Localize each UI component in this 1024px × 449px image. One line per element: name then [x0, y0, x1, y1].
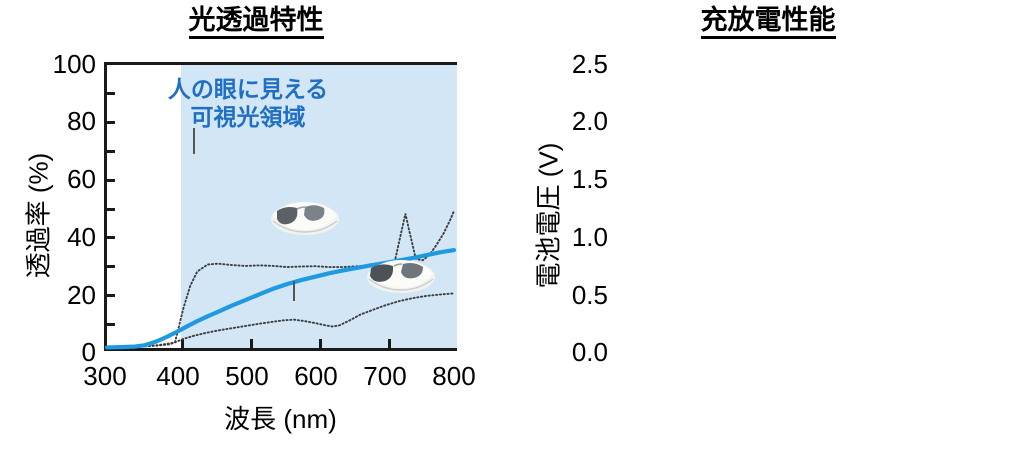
y-axis-label-0-5: 0.5: [571, 280, 608, 310]
x-tick-400: [181, 339, 184, 348]
lower-icon-leader-line: [293, 281, 295, 301]
visible-band-annotation: 人の眼に見える 可視光領域: [123, 75, 373, 131]
y-axis-label-1-5: 1.5: [571, 164, 608, 194]
x-axis-label-600: 600: [294, 361, 338, 391]
y-minor-tick: [106, 208, 115, 211]
x-tick-500: [250, 339, 253, 348]
y-axis-label-0: 0: [81, 337, 96, 367]
sunglasses-icon: [271, 202, 339, 235]
x-tick-700: [388, 339, 391, 348]
y-axis-title: 電池電圧 (V): [533, 142, 564, 289]
y-minor-tick: [106, 265, 115, 268]
upper-icon-leader-line: [193, 128, 195, 154]
x-axis-title: 波長 (nm): [224, 404, 337, 434]
y-minor-tick: [106, 150, 115, 153]
y-axis-label-60: 60: [67, 164, 96, 194]
y-axis-label-80: 80: [67, 106, 96, 136]
transmittance-plot-area: 人の眼に見える 可視光領域: [104, 62, 457, 351]
charge-discharge-chart-panel: 充放電性能 2.5 2.0 1.5 1.0 0.5 0.0 電池電圧 (V): [512, 0, 1024, 449]
y-axis-label-100: 100: [52, 49, 96, 79]
right-chart-title: 充放電性能: [512, 6, 1024, 40]
x-axis-label-400: 400: [156, 361, 200, 391]
y-minor-tick: [106, 294, 115, 297]
y-axis-label-1-0: 1.0: [571, 222, 608, 252]
y-minor-tick: [106, 179, 115, 182]
left-chart-title: 光透過特性: [0, 6, 512, 40]
right-chart-title-text: 充放電性能: [700, 6, 836, 40]
x-tick-600: [319, 339, 322, 348]
upper-envelope-curve: [107, 211, 454, 348]
y-minor-tick: [106, 121, 115, 124]
x-axis-label-700: 700: [363, 361, 407, 391]
sunglasses-icon: [367, 260, 435, 293]
y-axis-label-2-5: 2.5: [571, 49, 608, 79]
x-axis-label-500: 500: [225, 361, 269, 391]
y-minor-tick: [106, 236, 115, 239]
y-minor-tick: [106, 92, 115, 95]
x-axis-label-300: 300: [83, 361, 127, 391]
lower-envelope-curve: [107, 293, 454, 347]
y-axis-label-40: 40: [67, 222, 96, 252]
left-chart-title-text: 光透過特性: [188, 6, 324, 40]
y-axis-title: 透過率 (%): [23, 152, 54, 279]
y-axis-label-0-0: 0.0: [571, 337, 608, 367]
x-axis-label-800: 800: [432, 361, 476, 391]
transmittance-chart-panel: 光透過特性 100 80 60 40 20 0 透過率 (%): [0, 6, 512, 434]
visible-band-annotation-line1: 人の眼に見える: [167, 76, 329, 102]
y-minor-tick: [106, 323, 115, 326]
y-axis-label-2-0: 2.0: [571, 106, 608, 136]
y-axis-label-20: 20: [67, 280, 96, 310]
visible-band-annotation-line2: 可視光領域: [190, 104, 306, 131]
